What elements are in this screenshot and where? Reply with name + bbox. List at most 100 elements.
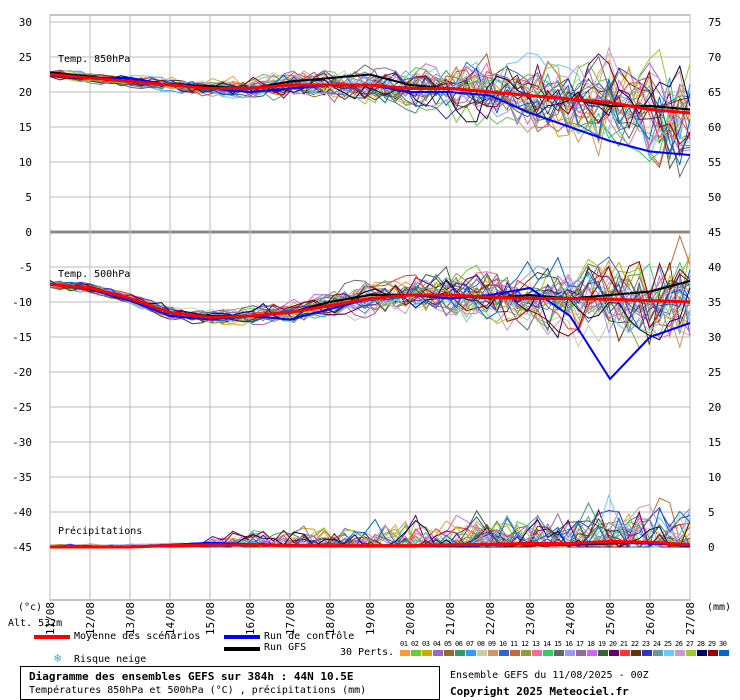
pert-color-swatch [444,650,454,656]
right-tick-label: 15 [708,436,721,449]
left-tick-label: 20 [19,86,32,99]
right-tick-label: 70 [708,51,721,64]
x-tick-label: 11/08 [44,602,57,635]
pert-color-swatch [565,650,575,656]
pert-color-swatch [587,650,597,656]
pert-color-swatch [532,650,542,656]
x-tick-label: 14/08 [164,602,177,635]
t500-panel-label: Temp. 500hPa [58,269,130,280]
pert-number: 14 [543,640,551,648]
right-tick-label: 30 [708,331,721,344]
pert-number: 01 [400,640,408,648]
footer-title: Diagramme des ensembles GEFS sur 384h : … [29,670,354,683]
right-tick-label: 40 [708,261,721,274]
snowflake-icon: ❄ [54,651,62,665]
right-tick-label: 65 [708,86,721,99]
snow-legend-label: Risque neige [74,654,147,665]
pert-number: 05 [444,640,452,648]
right-tick-label: 55 [708,156,721,169]
run-info: Ensemble GEFS du 11/08/2025 - 00Z [450,670,649,681]
control-legend-label: Run de contrôle [264,631,355,642]
pert-color-swatch [521,650,531,656]
main-series [49,71,691,549]
x-tick-label: 19/08 [364,602,377,635]
left-tick-label: 15 [19,121,32,134]
pert-number: 24 [653,640,661,648]
pert-number: 16 [565,640,573,648]
left-tick-label: -5 [19,261,32,274]
t500-member-line [49,281,691,321]
pert-number: 20 [609,640,617,648]
left-tick-label: -30 [12,436,32,449]
pert-color-swatch [554,650,564,656]
pert-color-swatch [664,650,674,656]
x-tick-label: 16/08 [244,602,257,635]
t500-mean-line [49,283,691,319]
pert-number: 09 [488,640,496,648]
copyright: Copyright 2025 Meteociel.fr [450,685,629,698]
pert-number: 27 [686,640,694,648]
pert-number: 23 [642,640,650,648]
x-tick-label: 24/08 [564,602,577,635]
x-tick-label: 25/08 [604,602,617,635]
gfs-legend-label: Run GFS [264,642,307,653]
x-tick-label: 22/08 [484,602,497,635]
pert-color-swatch [510,650,520,656]
pert-color-swatch [422,650,432,656]
right-tick-label: 10 [708,471,721,484]
x-tick-label: 21/08 [444,602,457,635]
pert-color-swatch [488,650,498,656]
x-tick-label: 20/08 [404,602,417,635]
x-tick-label: 12/08 [84,602,97,635]
x-tick-label: 26/08 [644,602,657,635]
footer-box: Diagramme des ensembles GEFS sur 384h : … [20,666,440,700]
x-axis-ticks: 11/08 12/08 13/08 14/08 15/08 16/08 17/08 18/08… [44,602,697,635]
x-tick-label: 18/08 [324,602,337,635]
t500-member-line [49,262,691,345]
pert-color-swatch [466,650,476,656]
left-tick-label: -15 [12,331,32,344]
pert-number: 25 [664,640,672,648]
pert-color-swatch [686,650,696,656]
t850-member-line [49,52,691,160]
pert-number: 15 [554,640,562,648]
pert-number: 08 [477,640,485,648]
mean-legend-label: Moyenne des scénarios [74,631,201,642]
perts-label: 30 Perts. [340,647,395,658]
x-tick-label: 17/08 [284,602,297,635]
x-tick-label: 15/08 [204,602,217,635]
right-tick-label: 0 [708,541,715,554]
pert-number: 21 [620,640,628,648]
left-axis-ticks: 30 25 20 15 10 5 0 -5 -10 -15 -20 -25 -30 -35 -40 -45 [12,16,32,554]
pert-color-swatch [719,650,729,656]
right-tick-label: 75 [708,16,721,29]
pert-number: 28 [697,640,705,648]
left-unit-label: (°c) [18,602,42,613]
x-tick-label: 13/08 [124,602,137,635]
pert-color-swatch [598,650,608,656]
pert-color-swatch [631,650,641,656]
pert-number: 19 [598,640,606,648]
right-tick-label: 25 [708,366,721,379]
t850-mean-line [49,73,691,115]
right-tick-label: 35 [708,296,721,309]
left-tick-label: 5 [25,191,32,204]
left-tick-label: -35 [12,471,32,484]
pert-color-swatch [400,650,410,656]
precip-mean-line [50,539,691,549]
pert-color-swatch [708,650,718,656]
pert-number: 11 [510,640,518,648]
left-tick-label: 25 [19,51,32,64]
right-tick-label: 45 [708,226,721,239]
right-tick-label: 5 [708,506,715,519]
pert-number: 30 [719,640,727,648]
control-swatch [224,635,260,639]
left-tick-label: 30 [19,16,32,29]
pert-color-swatch [642,650,652,656]
pert-number: 02 [411,640,419,648]
pert-number: 07 [466,640,474,648]
gfs-swatch [224,647,260,651]
right-unit-label: (mm) [707,602,731,613]
right-tick-label: 50 [708,191,721,204]
